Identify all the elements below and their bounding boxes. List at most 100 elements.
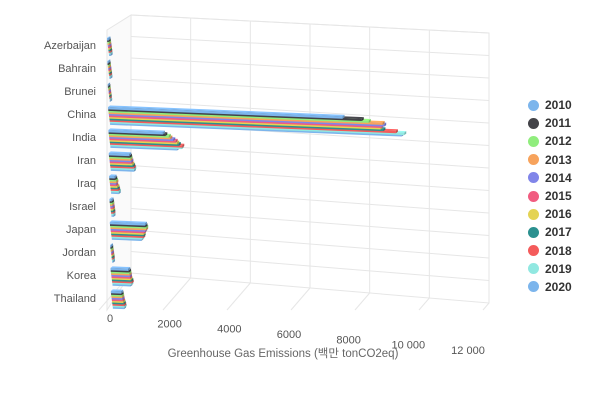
chart-walls	[106, 14, 490, 312]
bar[interactable]	[110, 244, 111, 248]
bar-end	[110, 243, 113, 248]
bar-end	[133, 164, 136, 169]
x-tick-label: 0	[107, 313, 113, 325]
legend-swatch	[528, 135, 539, 147]
category-label: Jordan	[62, 247, 96, 259]
legend-label: 2018	[545, 243, 572, 258]
legend-swatch	[528, 245, 539, 257]
bar-end	[146, 224, 149, 229]
legend-swatch	[528, 117, 539, 129]
legend-swatch	[528, 154, 539, 166]
bar[interactable]	[109, 221, 145, 226]
bar-end	[178, 142, 181, 146]
bar-top	[110, 266, 131, 269]
bar-end	[129, 270, 132, 275]
y-gridline	[130, 251, 490, 281]
x-floor-gridline	[418, 297, 430, 311]
y-gridline	[130, 229, 490, 259]
y-gridline	[130, 36, 490, 56]
bar-end	[342, 114, 345, 119]
legend-swatch	[528, 208, 539, 220]
bar-end	[131, 158, 134, 163]
x-tick-label: 8000	[336, 334, 360, 346]
legend-item[interactable]: 2013	[528, 151, 572, 169]
legend-item[interactable]: 2012	[528, 132, 572, 150]
bar[interactable]	[108, 129, 163, 135]
x-floor-gridline	[354, 292, 371, 311]
bar-end	[131, 277, 134, 282]
bar-end	[108, 36, 111, 41]
bar-end	[130, 155, 133, 160]
category-label: Thailand	[54, 293, 96, 305]
bar[interactable]	[110, 290, 122, 294]
bar-top	[108, 151, 132, 154]
legend-item[interactable]: 2020	[528, 278, 572, 296]
y-gridline	[130, 143, 490, 169]
category-label: Korea	[67, 270, 97, 282]
legend-item[interactable]: 2011	[528, 114, 572, 132]
bar-end	[118, 188, 121, 193]
bar-end	[132, 161, 135, 166]
bar-end	[361, 117, 364, 122]
legend-item[interactable]: 2010	[528, 96, 572, 114]
bar-top	[108, 128, 165, 133]
bar[interactable]	[107, 38, 109, 41]
bar[interactable]	[109, 175, 115, 179]
legend-item[interactable]: 2018	[528, 242, 572, 260]
bar-end	[165, 132, 168, 137]
bar-end	[122, 297, 125, 302]
chart-bars	[107, 36, 407, 310]
legend-label: 2017	[545, 225, 572, 240]
bar-end	[124, 303, 127, 308]
bar-end	[168, 133, 171, 138]
legend-item[interactable]: 2017	[528, 223, 572, 241]
bar-top	[107, 36, 111, 39]
bar-end	[116, 179, 119, 184]
category-label: India	[72, 132, 97, 144]
bar-end	[118, 187, 121, 191]
bar-top	[110, 289, 124, 292]
bar-end	[131, 279, 134, 284]
y-gridline	[130, 79, 490, 101]
bar[interactable]	[108, 106, 343, 119]
bar-end	[173, 137, 176, 142]
legend-label: 2016	[545, 207, 572, 222]
bar-end	[115, 177, 118, 182]
legend-swatch	[528, 263, 539, 275]
y-gridline	[130, 100, 490, 124]
bar[interactable]	[108, 152, 130, 157]
legend[interactable]: 2010 2011 2012 2013 2014 2015 2016 2017 2018 2019…	[528, 96, 572, 296]
bar[interactable]	[109, 198, 112, 202]
bar-top	[109, 197, 114, 199]
legend-item[interactable]: 2014	[528, 169, 572, 187]
y-gridline	[130, 186, 490, 214]
legend-swatch	[528, 172, 539, 184]
bar-top	[110, 243, 113, 245]
bar-end	[116, 182, 119, 187]
bar-end	[124, 302, 127, 307]
bar-end	[117, 183, 120, 188]
bar-end	[383, 127, 386, 132]
bar-top	[109, 174, 117, 177]
bar[interactable]	[110, 267, 129, 271]
x-tick-label: 4000	[217, 324, 241, 336]
x-tick-label: 10 000	[392, 340, 426, 352]
bar-end	[129, 152, 132, 157]
bar-end	[382, 121, 385, 125]
bar-end	[115, 176, 118, 181]
bar-end	[123, 299, 126, 303]
bar-end	[133, 163, 136, 168]
legend-item[interactable]: 2019	[528, 260, 572, 278]
category-label: Brunei	[64, 86, 96, 98]
legend-item[interactable]: 2016	[528, 205, 572, 223]
legend-swatch	[528, 226, 539, 238]
bar-end	[384, 122, 387, 127]
x-floor-gridline	[226, 282, 251, 311]
legend-item[interactable]: 2015	[528, 187, 572, 205]
bar-end	[404, 131, 407, 136]
legend-label: 2014	[545, 170, 572, 185]
bar[interactable]	[107, 60, 109, 64]
legend-swatch	[528, 281, 539, 293]
